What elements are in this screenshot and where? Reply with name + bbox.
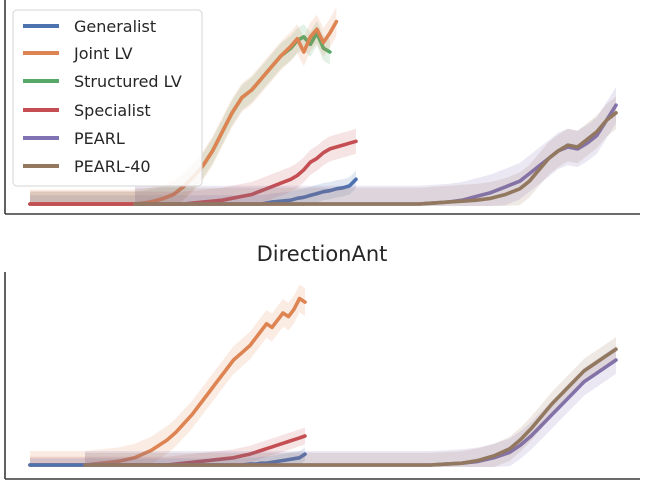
series-band-generalist (30, 447, 305, 467)
top-panel: Generalist Joint LV Structured LV Specia… (4, 0, 640, 215)
legend-entry-pearl-40: PEARL-40 (23, 157, 151, 176)
legend-entry-generalist: Generalist (23, 17, 156, 36)
series-line-pearl-40 (83, 347, 618, 467)
series-band-generalist (30, 170, 356, 206)
series-band-pearl-40 (85, 337, 616, 467)
legend-label: PEARL (74, 129, 125, 148)
series-band-pearl (135, 87, 616, 206)
top-series-layer (28, 7, 618, 207)
series-band-pearl-40 (135, 96, 616, 206)
series-band-pearl (85, 346, 616, 467)
legend-label: Joint LV (73, 44, 133, 63)
bottom-series-layer (28, 284, 618, 467)
legend-label: Generalist (74, 17, 156, 36)
bottom-panel (4, 272, 640, 480)
bottom-panel-title: DirectionAnt (257, 242, 388, 266)
legend-label: PEARL-40 (74, 157, 151, 176)
series-band-joint-lv (30, 284, 305, 467)
legend-entry-joint-lv: Joint LV (23, 44, 133, 63)
legend-label: Specialist (74, 101, 151, 120)
legend-box (12, 9, 203, 187)
legend-entry-structured-lv: Structured LV (23, 72, 182, 91)
legend-label: Structured LV (74, 72, 182, 91)
series-line-pearl-40 (133, 111, 618, 206)
legend-entry-pearl: PEARL (23, 129, 125, 148)
legend: Generalist Joint LV Structured LV Specia… (12, 9, 203, 187)
series-line-specialist (28, 139, 358, 206)
legend-entry-specialist: Specialist (23, 101, 151, 120)
